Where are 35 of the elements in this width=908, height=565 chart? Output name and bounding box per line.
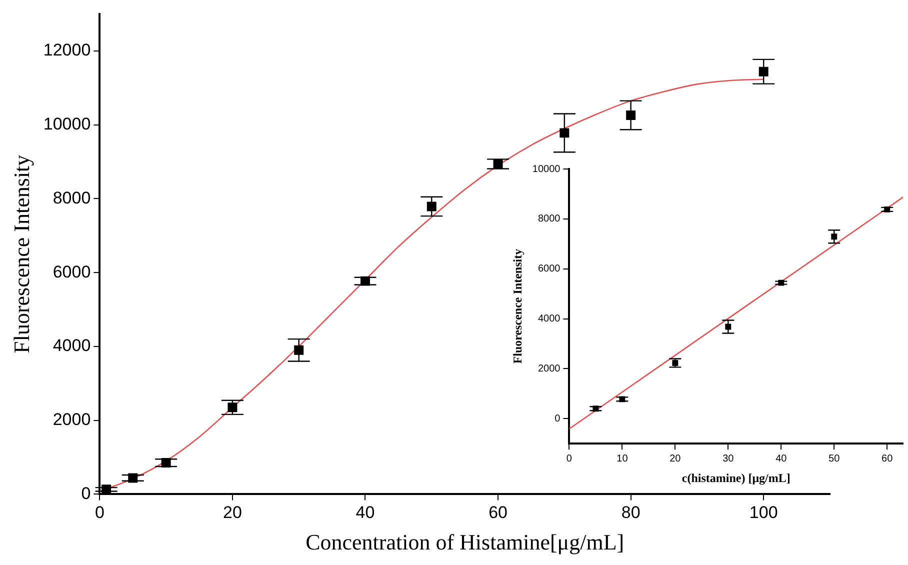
y-axis-title: Fluorescence Intensity xyxy=(8,154,34,354)
y-tick-label: 0 xyxy=(554,413,561,424)
x-axis-title: c(histamine) [μg/mL] xyxy=(682,470,790,485)
x-tick-label: 0 xyxy=(566,453,572,464)
x-tick-label: 20 xyxy=(223,503,242,522)
y-tick-label: 0 xyxy=(81,484,91,503)
x-tick-label: 50 xyxy=(828,453,840,464)
x-tick-label: 40 xyxy=(356,503,375,522)
y-tick-label: 4000 xyxy=(52,336,91,356)
y-tick-label: 10000 xyxy=(532,164,561,175)
x-tick-label: 20 xyxy=(670,453,682,464)
point xyxy=(228,402,238,412)
y-tick-label: 12000 xyxy=(43,40,91,60)
x-tick-label: 60 xyxy=(488,503,508,522)
x-axis-title: Concentration of Histamine[μg/mL] xyxy=(306,530,624,555)
x-tick-label: 100 xyxy=(749,503,778,522)
y-tick-label: 4000 xyxy=(538,314,561,325)
y-tick-label: 2000 xyxy=(538,363,561,374)
y-tick-label: 8000 xyxy=(52,188,91,208)
y-tick-label: 8000 xyxy=(538,214,561,225)
y-tick-label: 10000 xyxy=(43,114,91,134)
point xyxy=(294,345,304,355)
x-tick-label: 80 xyxy=(621,503,640,522)
y-axis-title: Fluorescence Intensity xyxy=(510,248,524,364)
y-tick-label: 6000 xyxy=(538,264,561,275)
x-tick-label: 30 xyxy=(722,453,734,464)
x-tick-label: 10 xyxy=(616,453,628,464)
y-tick-label: 2000 xyxy=(52,410,91,430)
point xyxy=(758,66,768,76)
y-tick-label: 6000 xyxy=(52,262,91,282)
x-tick-label: 40 xyxy=(776,453,788,464)
x-tick-label: 0 xyxy=(94,503,104,522)
point xyxy=(560,128,570,138)
x-tick-label: 60 xyxy=(882,453,894,464)
point xyxy=(426,202,436,212)
